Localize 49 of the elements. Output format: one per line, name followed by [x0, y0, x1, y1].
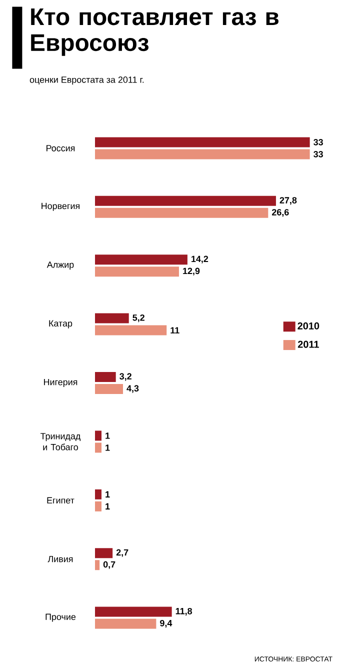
data-label: 14,2	[192, 256, 208, 264]
y-tick-label: Нигерия	[44, 378, 78, 388]
data-label: 3,2	[120, 373, 132, 381]
data-label: 1	[106, 432, 110, 439]
bar	[95, 501, 102, 512]
bar	[95, 208, 268, 218]
bar	[95, 266, 179, 277]
data-label: 4,3	[126, 385, 139, 393]
bar	[95, 430, 102, 441]
bar	[95, 372, 116, 382]
data-label: 12,9	[183, 268, 200, 276]
y-tick-label: Прочие	[46, 614, 76, 622]
data-label: 11,8	[176, 608, 192, 616]
bar	[95, 254, 188, 265]
bar	[95, 560, 100, 570]
data-label: 0,7	[103, 561, 116, 569]
bar	[95, 137, 310, 148]
legend-label: 2011	[298, 340, 319, 348]
data-label: 26,6	[272, 209, 289, 217]
data-label: 9,4	[160, 620, 172, 628]
bar	[95, 489, 102, 500]
y-tick-label: Ливия	[48, 556, 73, 562]
bar	[95, 196, 276, 206]
data-label: 2,7	[116, 549, 128, 557]
y-tick-label: Россия	[46, 145, 75, 152]
data-label: 11	[170, 327, 180, 334]
data-label: 33	[314, 139, 323, 146]
chart-title: Кто поставляет газ в Евросоюз	[31, 8, 278, 56]
y-tick-label: Алжир	[46, 262, 74, 270]
data-label: 1	[106, 503, 110, 510]
bar	[95, 384, 123, 394]
bar	[95, 149, 310, 160]
bar	[95, 313, 129, 324]
bar	[95, 606, 172, 617]
bar	[95, 325, 167, 336]
data-label: 5,2	[132, 314, 144, 322]
legend-label: 2010	[298, 322, 320, 330]
data-label: 27,8	[280, 197, 297, 205]
bar	[95, 618, 156, 629]
y-tick-label: Тринидад и Тобаго	[40, 433, 81, 450]
bar	[95, 442, 102, 453]
chart-subtitle: оценки Евростата за 2011 г.	[30, 76, 144, 85]
data-label: 1	[106, 444, 110, 451]
data-label: 1	[106, 491, 110, 498]
y-tick-label: Египет	[47, 497, 74, 504]
bar	[95, 548, 113, 558]
y-tick-label: Норвегия	[42, 202, 80, 211]
y-tick-label: Катар	[49, 320, 72, 328]
data-label: 33	[314, 151, 323, 158]
